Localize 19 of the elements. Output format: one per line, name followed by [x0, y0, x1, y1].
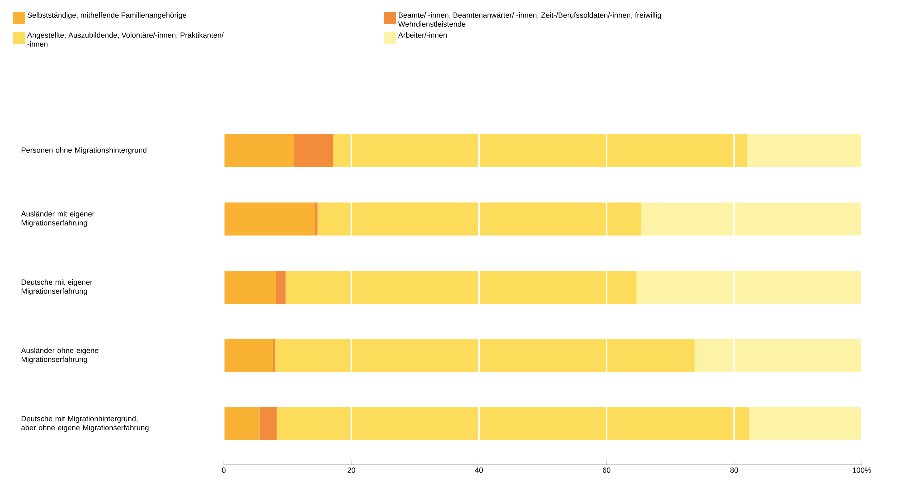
bar [224, 271, 276, 304]
bar [286, 271, 637, 304]
bar [636, 271, 862, 304]
bar [641, 202, 862, 236]
bar [315, 202, 318, 236]
bar [694, 339, 862, 372]
bar [275, 339, 695, 372]
bar [294, 134, 334, 168]
bar [224, 202, 316, 236]
bar [747, 134, 862, 168]
bar [224, 408, 260, 441]
bar [260, 408, 277, 441]
bar [276, 271, 286, 304]
bar [224, 339, 274, 372]
bar [318, 202, 642, 236]
bar [224, 134, 294, 168]
bar [333, 134, 748, 168]
bar [276, 408, 750, 441]
bar [749, 408, 862, 441]
